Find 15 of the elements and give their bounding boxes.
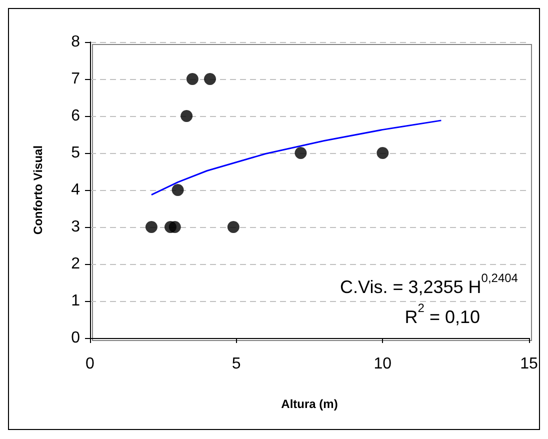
y-tick-label: 5 <box>71 144 80 162</box>
x-tick-label: 0 <box>86 356 95 372</box>
y-tick-label: 1 <box>71 292 80 310</box>
x-tick-label: 15 <box>520 356 538 372</box>
y-axis-title: Conforto Visual <box>31 145 45 235</box>
y-tick-label: 7 <box>71 70 80 88</box>
y-tick-label: 8 <box>71 34 80 50</box>
y-tick-label: 0 <box>71 330 80 346</box>
x-tick-label: 10 <box>374 356 392 372</box>
x-axis-title: Altura (m) <box>281 397 338 411</box>
y-tick-label: 2 <box>71 256 80 272</box>
y-tick-label: 4 <box>71 182 80 198</box>
y-tick-label: 3 <box>71 218 80 236</box>
y-tick-label: 6 <box>71 108 80 124</box>
x-tick-label: 5 <box>232 356 241 372</box>
